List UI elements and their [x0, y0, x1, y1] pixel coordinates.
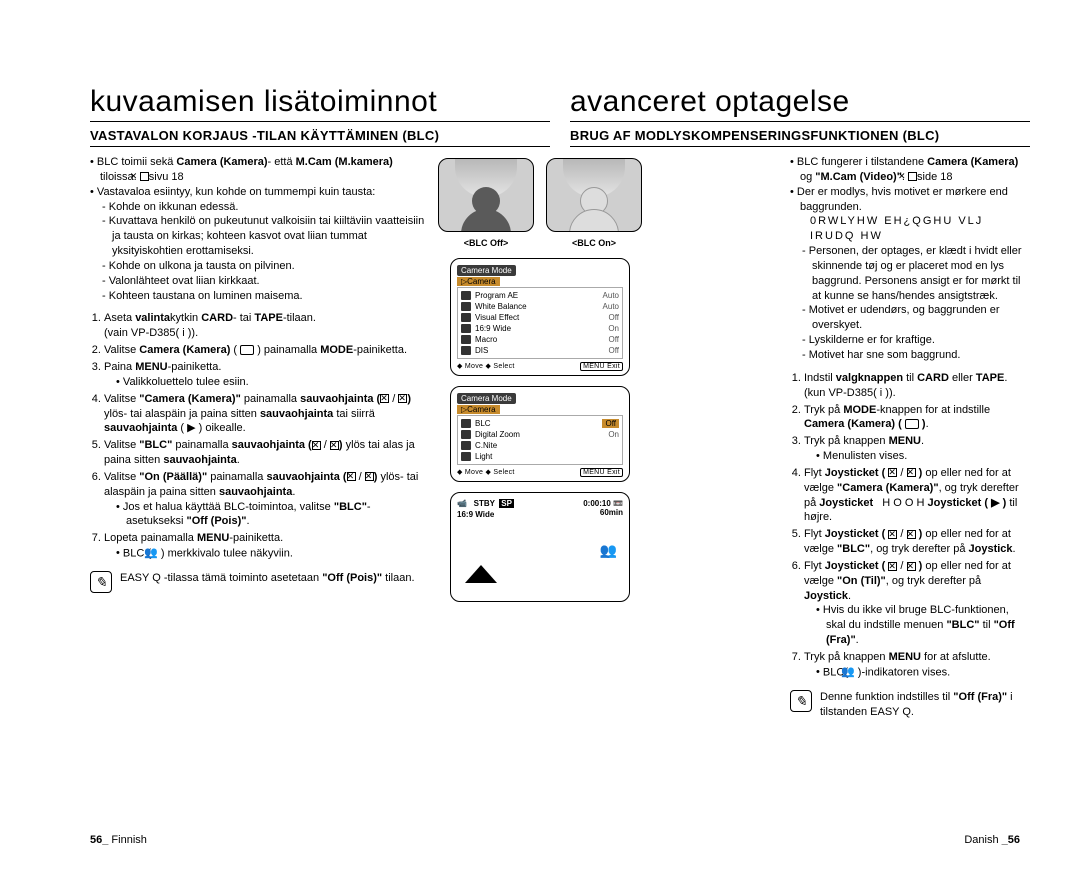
- example-photos: [430, 158, 650, 232]
- right-subtitle: BRUG AF MODLYSKOMPENSERINGSFUNKTIONEN (B…: [570, 128, 1030, 147]
- garbled-text: 0RWLYHW EH¿QGHU VLJ IRUDQ HW: [790, 214, 1030, 244]
- text: Motivet er udendørs, og baggrunden er ov…: [802, 303, 1030, 333]
- manual-page: kuvaamisen lisätoiminnot VASTAVALON KORJ…: [0, 0, 1080, 874]
- text: BLC( 👥 )-indikatoren vises.: [816, 665, 1030, 680]
- time: 0:00:10: [583, 499, 611, 508]
- text: Valikkoluettelo tulee esiin.: [116, 375, 425, 390]
- osd-move: ◆ Move ◆ Select: [457, 468, 515, 477]
- step: Valitse "On (Päällä)" painamalla sauvaoh…: [104, 470, 425, 529]
- text: BLC ( 👥 ) merkkivalo tulee näkyviin.: [116, 546, 425, 561]
- blc-on-label: <BLC On>: [546, 238, 642, 248]
- text: BLC fungerer i tilstandene Camera (Kamer…: [790, 155, 1030, 185]
- center-graphics: <BLC Off> <BLC On> Camera Mode ▷Camera P…: [430, 158, 650, 602]
- step: Indstil valgknappen til CARD eller TAPE.…: [804, 371, 1030, 401]
- text: Der er modlys, hvis motivet er mørkere e…: [790, 185, 1030, 215]
- text: BLC toimii sekä Camera (Kamera)- että M.…: [90, 155, 425, 185]
- text: Hvis du ikke vil bruge BLC-funktionen, s…: [816, 603, 1030, 648]
- osd-menu-2: Camera Mode ▷Camera BLCOffDigital ZoomOn…: [450, 386, 630, 482]
- right-title: avanceret optagelse: [570, 85, 1030, 122]
- blc-off-photo: [438, 158, 534, 232]
- text: Kohteen taustana on luminen maisema.: [102, 289, 425, 304]
- osd-rows: Program AEAutoWhite BalanceAutoVisual Ef…: [457, 287, 623, 359]
- step: Tryk på knappen MENU for at afslutte. BL…: [804, 650, 1030, 680]
- osd-exit: MENU Exit: [580, 362, 623, 371]
- stby: STBY: [474, 499, 495, 508]
- note-text: Denne funktion indstilles til "Off (Fra)…: [820, 690, 1030, 720]
- note-icon: ✎: [90, 571, 112, 593]
- text: Valonlähteet ovat liian kirkkaat.: [102, 274, 425, 289]
- osd-mode: Camera Mode: [457, 393, 516, 404]
- osd-move: ◆ Move ◆ Select: [457, 362, 515, 371]
- text: Kohde on ikkunan edessä.: [102, 200, 425, 215]
- step: Lopeta painamalla MENU-painiketta. BLC (…: [104, 531, 425, 561]
- page-number-left: 56_ Finnish: [90, 834, 147, 846]
- step: Tryk på knappen MENU. Menulisten vises.: [804, 434, 1030, 464]
- min: 60min: [600, 508, 623, 519]
- osd-category: ▷Camera: [457, 405, 500, 414]
- blc-off-label: <BLC Off>: [438, 238, 534, 248]
- step: Valitse "Camera (Kamera)" painamalla sau…: [104, 392, 425, 437]
- sp: SP: [499, 499, 514, 508]
- step: Paina MENU-painiketta. Valikkoluettelo t…: [104, 360, 425, 390]
- osd-exit: MENU Exit: [580, 468, 623, 477]
- osd-category: ▷Camera: [457, 277, 500, 286]
- note-text: EASY Q -tilassa tämä toiminto asetetaan …: [120, 571, 415, 586]
- text: Personen, der optages, er klædt i hvidt …: [802, 244, 1030, 303]
- step: Tryk på MODE-knappen for at indstille Ca…: [804, 403, 1030, 433]
- blc-icon: 👥: [600, 542, 617, 559]
- text: Jos et halua käyttää BLC-toimintoa, vali…: [116, 500, 425, 530]
- step: Aseta valintakytkin CARD- tai TAPE-tilaa…: [104, 311, 425, 341]
- text: Motivet har sne som baggrund.: [802, 348, 1030, 363]
- osd-preview: 📹 STBY SP 0:00:10 📼 16:9 Wide60min 👥: [450, 492, 630, 602]
- osd-menu-1: Camera Mode ▷Camera Program AEAutoWhite …: [450, 258, 630, 376]
- text: Menulisten vises.: [816, 449, 1030, 464]
- left-subtitle: VASTAVALON KORJAUS -TILAN KÄYTTÄMINEN (B…: [90, 128, 550, 147]
- note-icon: ✎: [790, 690, 812, 712]
- note: ✎ EASY Q -tilassa tämä toiminto asetetaa…: [90, 571, 425, 593]
- left-body: BLC toimii sekä Camera (Kamera)- että M.…: [90, 155, 425, 593]
- wide: 16:9 Wide: [457, 510, 494, 519]
- step: Flyt Joysticket ( / ) op eller ned for a…: [804, 466, 1030, 525]
- text: Kuvattava henkilö on pukeutunut valkoisi…: [102, 214, 425, 259]
- blc-on-photo: [546, 158, 642, 232]
- note: ✎ Denne funktion indstilles til "Off (Fr…: [790, 690, 1030, 720]
- right-body: BLC fungerer i tilstandene Camera (Kamer…: [790, 155, 1030, 720]
- text: Vastavaloa esiintyy, kun kohde on tummem…: [90, 185, 425, 200]
- page-number-right: Danish _56: [964, 834, 1020, 846]
- play-icon: [465, 565, 497, 583]
- step: Flyt Joysticket ( / ) op eller ned for a…: [804, 559, 1030, 648]
- text: Kohde on ulkona ja tausta on pilvinen.: [102, 259, 425, 274]
- photo-labels: <BLC Off> <BLC On>: [430, 238, 650, 248]
- left-title: kuvaamisen lisätoiminnot: [90, 85, 550, 122]
- osd-mode: Camera Mode: [457, 265, 516, 276]
- step: Valitse "BLC" painamalla sauvaohjainta (…: [104, 438, 425, 468]
- step: Flyt Joysticket ( / ) op eller ned for a…: [804, 527, 1030, 557]
- text: Lyskilderne er for kraftige.: [802, 333, 1030, 348]
- osd-rows: BLCOffDigital ZoomOnC.NiteLight: [457, 415, 623, 465]
- step: Valitse Camera (Kamera) ( ) painamalla M…: [104, 343, 425, 358]
